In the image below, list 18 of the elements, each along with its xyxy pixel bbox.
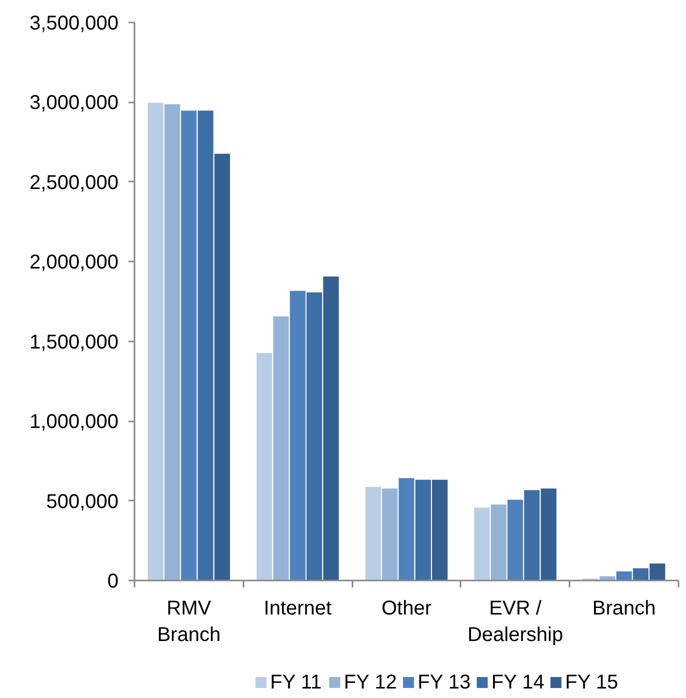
y-tick-label: 0 bbox=[107, 570, 118, 592]
legend-label: FY 12 bbox=[344, 672, 397, 694]
y-tick-label: 500,000 bbox=[46, 490, 118, 513]
y-tick-label: 3,500,000 bbox=[30, 12, 119, 34]
x-tick-label: Branch bbox=[592, 598, 656, 620]
legend-label: FY 15 bbox=[565, 672, 618, 694]
y-tick-label: 1,000,000 bbox=[30, 411, 119, 434]
legend-label: FY 14 bbox=[491, 672, 544, 694]
x-tick-label: RMV Branch bbox=[157, 598, 221, 646]
x-tick-label: Other bbox=[381, 598, 432, 620]
y-tick-label: 2,500,000 bbox=[30, 172, 119, 194]
legend-label: FY 11 bbox=[270, 672, 322, 694]
x-tick-label: EVR / Dealership bbox=[467, 598, 564, 646]
y-tick-label: 3,000,000 bbox=[30, 92, 119, 114]
y-tick-label: 1,500,000 bbox=[30, 331, 119, 354]
x-tick-label: Internet bbox=[264, 598, 332, 620]
y-tick-label: 2,000,000 bbox=[30, 252, 119, 274]
legend-label: FY 13 bbox=[418, 672, 471, 694]
